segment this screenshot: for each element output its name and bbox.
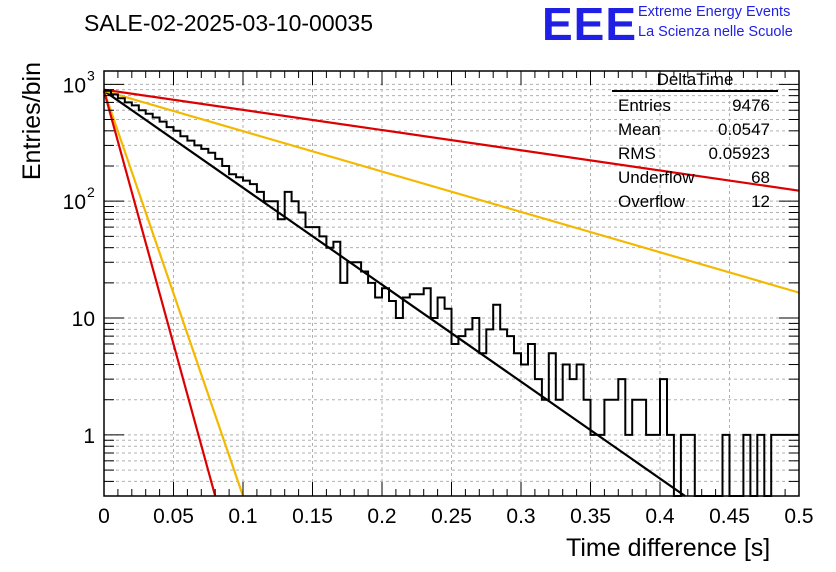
stats-box: DeltaTime Entries 9476 Mean 0.0547 RMS 0… [612,70,778,214]
stats-value: 68 [751,168,770,187]
stats-value: 12 [751,192,770,211]
x-tick-label: 0.25 [431,505,472,528]
x-tick-label: 0.1 [228,505,257,528]
histogram-bars [104,89,799,497]
x-tick-label: 0.2 [367,505,396,528]
y-tick-exponent: 3 [87,67,95,83]
y-tick-label: 10 [63,74,86,97]
logo-line-2: La Scienza nelle Scuole [638,24,793,40]
tick-labels: 0 0.05 0.1 0.15 0.2 0.25 0.3 0.35 0.4 0.45 0.5 1 10 1… [63,67,814,528]
stats-label: RMS [618,144,656,163]
stats-row-rms: RMS 0.05923 [612,142,778,166]
x-tick-label: 0.4 [645,505,675,528]
stats-label: Entries [618,96,671,115]
stats-row-underflow: Underflow 68 [612,166,778,190]
y-tick-label: 1 [83,425,95,448]
x-axis-title: Time difference [s] [566,534,771,562]
stats-row-entries: Entries 9476 [612,94,778,118]
histogram-title: SALE-02-2025-03-10-00035 [84,10,373,36]
stats-box-name: DeltaTime [612,70,778,92]
stats-value: 0.0547 [718,120,770,139]
x-tick-label: 0.45 [709,505,750,528]
x-tick-label: 0.5 [784,505,813,528]
fit-curve [102,90,245,497]
x-tick-label: 0.35 [570,505,611,528]
fit-curve [102,90,217,497]
stats-value: 9476 [732,96,770,115]
x-tick-label: 0 [98,505,110,528]
x-tick-label: 0.15 [292,505,333,528]
x-tick-label: 0.05 [153,505,194,528]
y-tick-label: 10 [72,308,95,331]
stats-label: Mean [618,120,661,139]
eee-logo: EEE [542,0,638,50]
fit-curve [103,88,800,192]
stats-row-mean: Mean 0.0547 [612,118,778,142]
y-axis-title: Entries/bin [18,62,46,180]
x-tick-label: 0.3 [506,505,535,528]
stats-label: Overflow [618,192,686,211]
stats-value: 0.05923 [708,144,770,163]
fit-curve [103,89,800,294]
y-tick-label: 10 [63,191,86,214]
fit-curves [102,88,800,497]
stats-row-overflow: Overflow 12 [612,190,778,214]
stats-label: Underflow [618,168,695,187]
y-tick-exponent: 2 [87,184,95,200]
fit-curve [103,89,686,497]
axis-ticks [103,71,800,497]
logo-line-1: Extreme Energy Events [638,4,791,20]
